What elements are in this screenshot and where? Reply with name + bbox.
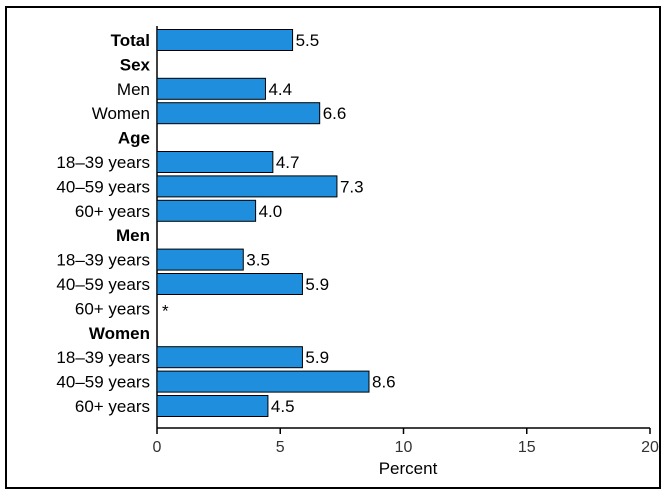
data-label: 8.6	[372, 373, 396, 392]
bar	[156, 346, 303, 369]
row-label: Total	[111, 31, 150, 50]
data-label: *	[162, 301, 169, 320]
x-tick-label: 10	[395, 439, 413, 456]
data-label: 7.3	[340, 177, 364, 196]
row-label: 18–39 years	[56, 153, 150, 172]
row-label: Men	[117, 80, 150, 99]
data-label: 4.5	[271, 397, 295, 416]
bar	[156, 102, 321, 125]
row-label: 40–59 years	[56, 275, 150, 294]
bar	[156, 29, 294, 51]
row-label: 40–59 years	[56, 373, 150, 392]
group-heading: Age	[118, 129, 150, 148]
data-label: 5.9	[305, 348, 329, 367]
bar	[156, 175, 338, 198]
x-tick-label: 15	[518, 439, 536, 456]
data-label: 4.4	[268, 80, 292, 99]
row-label: 60+ years	[75, 299, 150, 318]
x-axis-label: Percent	[379, 459, 438, 478]
bar	[156, 248, 244, 271]
bar	[156, 151, 274, 173]
group-heading: Women	[89, 324, 150, 343]
row-label: 60+ years	[75, 397, 150, 416]
row-label: 60+ years	[75, 202, 150, 221]
data-label: 4.7	[276, 153, 300, 172]
bar	[156, 199, 257, 222]
data-label: 3.5	[246, 251, 270, 270]
data-label: 5.5	[296, 31, 320, 50]
chart-rows: Total 5.5 Sex Men 4.4 Women 6.6 Age 18–39 years 4…	[56, 29, 396, 417]
row-label: Women	[92, 104, 150, 123]
bar	[156, 273, 303, 295]
group-heading: Sex	[120, 55, 151, 74]
data-label: 6.6	[323, 104, 347, 123]
row-label: 18–39 years	[56, 251, 150, 270]
x-tick-label: 5	[276, 439, 285, 456]
row-label: 18–39 years	[56, 348, 150, 367]
x-tick-label: 20	[641, 439, 659, 456]
bar	[156, 370, 370, 393]
x-tick-label: 0	[153, 439, 162, 456]
bar	[156, 77, 266, 100]
data-label: 4.0	[259, 202, 283, 221]
data-label: 5.9	[305, 275, 329, 294]
row-label: 40–59 years	[56, 177, 150, 196]
group-heading: Men	[116, 226, 150, 245]
chart-frame	[5, 6, 661, 489]
bar	[156, 395, 269, 417]
